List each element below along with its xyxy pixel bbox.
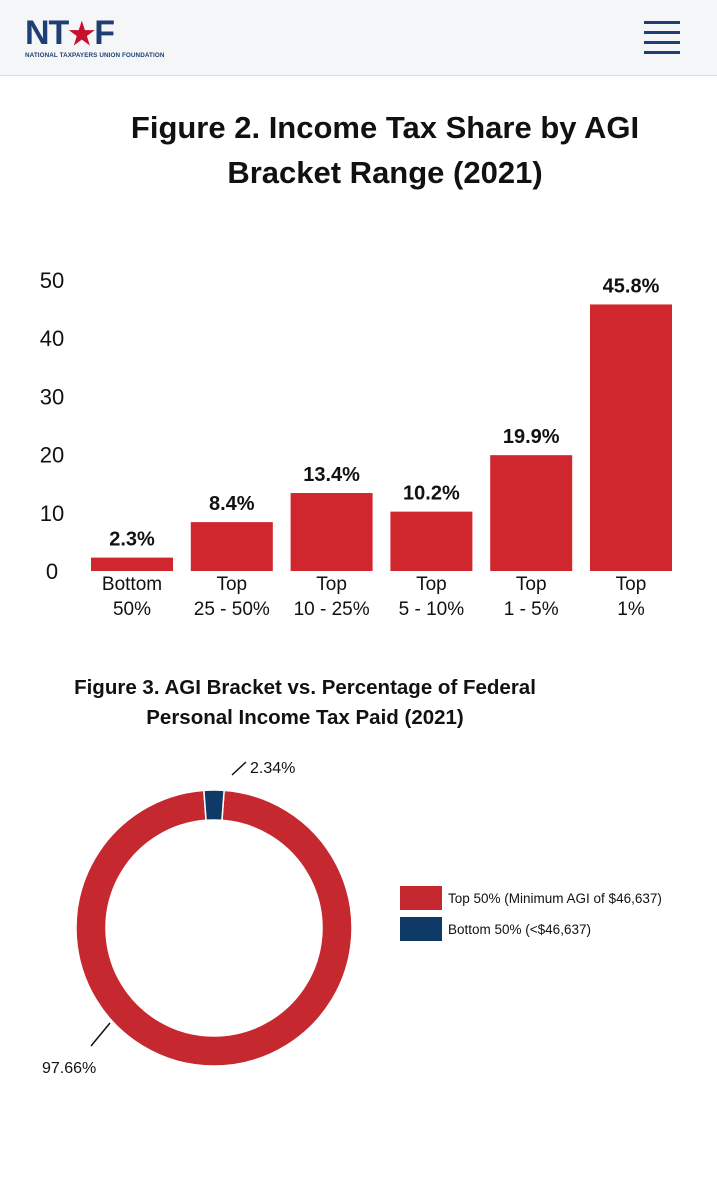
donut-leader-line-top-50 (90, 1022, 111, 1047)
donut-leader-line-bottom-50 (231, 761, 247, 776)
ntuf-logo[interactable]: NT★F NATIONAL TAXPAYERS UNION FOUNDATION (25, 14, 164, 61)
bar-data-label-1: 8.4% (209, 493, 255, 515)
legend-swatch-0 (400, 886, 442, 910)
x-tick-label-1-0: Top (216, 574, 247, 595)
figure-3-title-line-1: Figure 3. AGI Bracket vs. Percentage of … (74, 676, 536, 699)
income-tax-share-bar-chart: 0 10 20 30 40 50 2.3% Bottom 50% 8.4% Top 25 - 50% 1… (40, 268, 672, 620)
y-tick-label-2: 20 (40, 443, 64, 468)
x-tick-label-3-0: Top (416, 574, 447, 595)
y-tick-label-4: 40 (40, 326, 64, 351)
donut-slice-top-50 (75, 789, 353, 1067)
figure-3-title: Figure 3. AGI Bracket vs. Percentage of … (20, 673, 590, 733)
x-tick-label-5-1: 1% (617, 599, 645, 620)
tax-paid-donut-chart: 2.34% 97.66% (42, 760, 353, 1077)
legend-label-0: Top 50% (Minimum AGI of $46,637) (448, 891, 662, 906)
x-tick-label-0-1: 50% (113, 599, 151, 620)
y-tick-label-3: 30 (40, 384, 64, 409)
logo-tagline: NATIONAL TAXPAYERS UNION FOUNDATION (25, 52, 165, 59)
star-icon: ★ (68, 18, 95, 51)
bar-data-label-0: 2.3% (109, 529, 155, 551)
y-tick-label-1: 10 (40, 501, 64, 526)
x-tick-label-4-1: 1 - 5% (504, 599, 559, 620)
bar-data-label-4: 19.9% (503, 426, 560, 448)
bar-4 (490, 455, 573, 571)
donut-slice-bottom-50 (203, 789, 225, 822)
logo-wordmark: NT★F (25, 14, 115, 52)
y-tick-label-0: 0 (46, 559, 58, 584)
bar-3 (390, 511, 473, 571)
bar-data-label-2: 13.4% (303, 464, 360, 486)
bar-data-label-3: 10.2% (403, 483, 460, 505)
x-tick-label-2-1: 10 - 25% (294, 599, 370, 620)
bar-5 (590, 304, 672, 571)
x-tick-label-3-1: 5 - 10% (399, 599, 465, 620)
legend-swatch-1 (400, 917, 442, 941)
bar-data-label-5: 45.8% (603, 275, 660, 297)
x-tick-label-5-0: Top (616, 574, 647, 595)
x-tick-label-2-0: Top (316, 574, 347, 595)
donut-label-top-50: 97.66% (42, 1060, 96, 1077)
figure-3-title-line-2: Personal Income Tax Paid (2021) (146, 706, 464, 729)
x-tick-label-4-0: Top (516, 574, 547, 595)
hamburger-menu-icon[interactable] (644, 20, 682, 54)
donut-label-bottom-50: 2.34% (250, 760, 295, 777)
x-tick-label-0-0: Bottom (102, 574, 162, 595)
bar-2 (290, 493, 373, 571)
bar-0 (91, 557, 173, 571)
y-tick-label-5: 50 (40, 268, 64, 293)
legend-label-1: Bottom 50% (<$46,637) (448, 922, 591, 937)
site-header: NT★F NATIONAL TAXPAYERS UNION FOUNDATION (0, 0, 717, 76)
figure-2-title: Figure 2. Income Tax Share by AGI Bracke… (130, 110, 640, 190)
bar-1 (190, 522, 273, 571)
x-tick-label-1-1: 25 - 50% (194, 599, 270, 620)
